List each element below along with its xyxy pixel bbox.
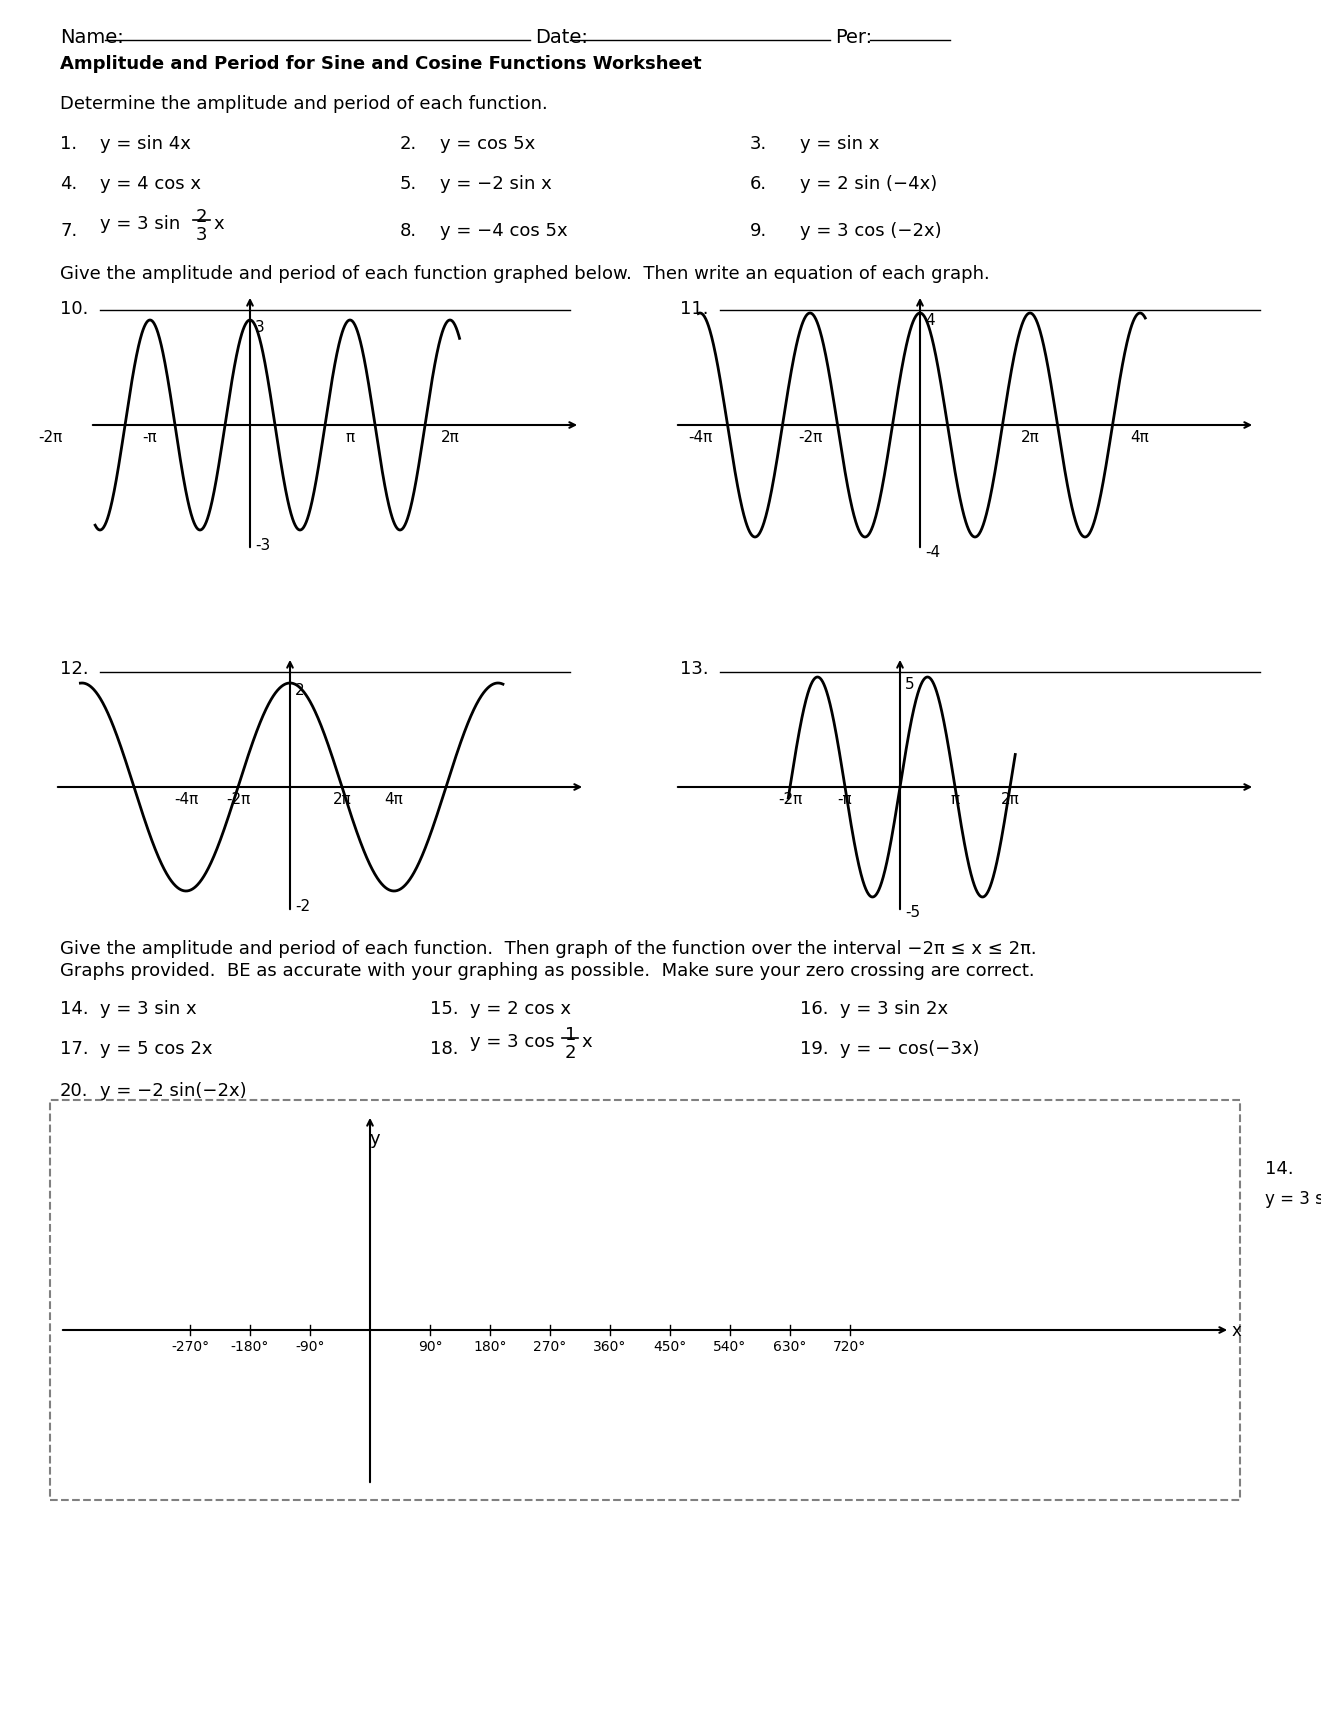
Text: 17.: 17. (59, 1040, 89, 1058)
Text: 180°: 180° (473, 1341, 507, 1354)
Text: -270°: -270° (170, 1341, 209, 1354)
Text: 2π: 2π (441, 429, 460, 445)
Text: 3.: 3. (750, 135, 768, 152)
Text: Amplitude and Period for Sine and Cosine Functions Worksheet: Amplitude and Period for Sine and Cosine… (59, 55, 701, 74)
Text: π: π (950, 792, 959, 807)
Text: 6.: 6. (750, 174, 768, 193)
Text: x: x (213, 215, 223, 233)
Text: 7.: 7. (59, 222, 77, 239)
Text: y = −2 sin(−2x): y = −2 sin(−2x) (100, 1082, 247, 1100)
Text: y = sin 4x: y = sin 4x (100, 135, 190, 152)
Text: y = 3 sin x: y = 3 sin x (1266, 1190, 1321, 1207)
Text: Graphs provided.  BE as accurate with your graphing as possible.  Make sure your: Graphs provided. BE as accurate with you… (59, 963, 1034, 980)
Bar (50, 1100, 1240, 1500)
Text: -4π: -4π (174, 792, 198, 807)
Text: -2π: -2π (798, 429, 822, 445)
Text: 2.: 2. (400, 135, 417, 152)
Text: 360°: 360° (593, 1341, 626, 1354)
Text: 720°: 720° (834, 1341, 867, 1354)
Text: -5: -5 (905, 905, 921, 920)
Text: 5: 5 (905, 677, 914, 693)
Text: x: x (581, 1033, 592, 1052)
Text: y = −4 cos 5x: y = −4 cos 5x (440, 222, 568, 239)
Text: -4π: -4π (688, 429, 712, 445)
Text: Name:: Name: (59, 27, 124, 46)
Text: 1: 1 (565, 1026, 576, 1045)
Text: y = 4 cos x: y = 4 cos x (100, 174, 201, 193)
Text: 4.: 4. (59, 174, 77, 193)
Text: y = −2 sin x: y = −2 sin x (440, 174, 552, 193)
Text: Determine the amplitude and period of each function.: Determine the amplitude and period of ea… (59, 96, 548, 113)
Text: 15.: 15. (431, 1000, 458, 1017)
Text: 5.: 5. (400, 174, 417, 193)
Text: -3: -3 (255, 539, 271, 552)
Text: y = 3 sin: y = 3 sin (100, 215, 186, 233)
Text: 3: 3 (255, 320, 264, 335)
Text: 20.: 20. (59, 1082, 89, 1100)
Text: 1.: 1. (59, 135, 77, 152)
Text: π: π (345, 429, 354, 445)
Text: y = 5 cos 2x: y = 5 cos 2x (100, 1040, 213, 1058)
Text: 2π: 2π (1000, 792, 1020, 807)
Text: 2π: 2π (333, 792, 351, 807)
Text: 2π: 2π (1021, 429, 1040, 445)
Text: 2: 2 (196, 209, 207, 226)
Text: -2π: -2π (38, 429, 62, 445)
Text: y = 3 sin x: y = 3 sin x (100, 1000, 197, 1017)
Text: Give the amplitude and period of each function graphed below.  Then write an equ: Give the amplitude and period of each fu… (59, 265, 989, 282)
Text: y = 3 cos: y = 3 cos (470, 1033, 560, 1052)
Text: 8.: 8. (400, 222, 417, 239)
Text: Date:: Date: (535, 27, 588, 46)
Text: -π: -π (143, 429, 157, 445)
Text: Per:: Per: (835, 27, 872, 46)
Text: 450°: 450° (654, 1341, 687, 1354)
Text: -2π: -2π (226, 792, 250, 807)
Text: -2π: -2π (778, 792, 802, 807)
Text: y = 2 sin (−4x): y = 2 sin (−4x) (801, 174, 938, 193)
Text: 540°: 540° (713, 1341, 746, 1354)
Text: 19.: 19. (801, 1040, 828, 1058)
Text: 4π: 4π (1131, 429, 1149, 445)
Text: y = 3 cos (−2x): y = 3 cos (−2x) (801, 222, 942, 239)
Text: y = − cos(−3x): y = − cos(−3x) (840, 1040, 979, 1058)
Text: 2: 2 (565, 1045, 576, 1062)
Text: y = 2 cos x: y = 2 cos x (470, 1000, 571, 1017)
Text: 270°: 270° (534, 1341, 567, 1354)
Text: Give the amplitude and period of each function.  Then graph of the function over: Give the amplitude and period of each fu… (59, 941, 1037, 958)
Text: 11.: 11. (680, 299, 708, 318)
Text: -2: -2 (295, 899, 310, 915)
Text: -180°: -180° (231, 1341, 269, 1354)
Text: 13.: 13. (680, 660, 708, 677)
Text: 14.: 14. (1266, 1159, 1293, 1178)
Text: 3: 3 (196, 226, 207, 245)
Text: 12.: 12. (59, 660, 89, 677)
Text: 14.: 14. (59, 1000, 89, 1017)
Text: 4π: 4π (384, 792, 403, 807)
Text: 9.: 9. (750, 222, 768, 239)
Text: y: y (370, 1130, 380, 1147)
Text: -4: -4 (925, 545, 941, 559)
Text: 2: 2 (295, 682, 305, 698)
Text: x: x (1232, 1322, 1242, 1341)
Text: 10.: 10. (59, 299, 89, 318)
Text: 4: 4 (925, 313, 935, 328)
Text: 90°: 90° (417, 1341, 443, 1354)
Text: y = cos 5x: y = cos 5x (440, 135, 535, 152)
Text: -π: -π (838, 792, 852, 807)
Text: 18.: 18. (431, 1040, 458, 1058)
Text: -90°: -90° (296, 1341, 325, 1354)
Text: 630°: 630° (773, 1341, 807, 1354)
Text: 16.: 16. (801, 1000, 828, 1017)
Text: y = 3 sin 2x: y = 3 sin 2x (840, 1000, 948, 1017)
Text: y = sin x: y = sin x (801, 135, 880, 152)
